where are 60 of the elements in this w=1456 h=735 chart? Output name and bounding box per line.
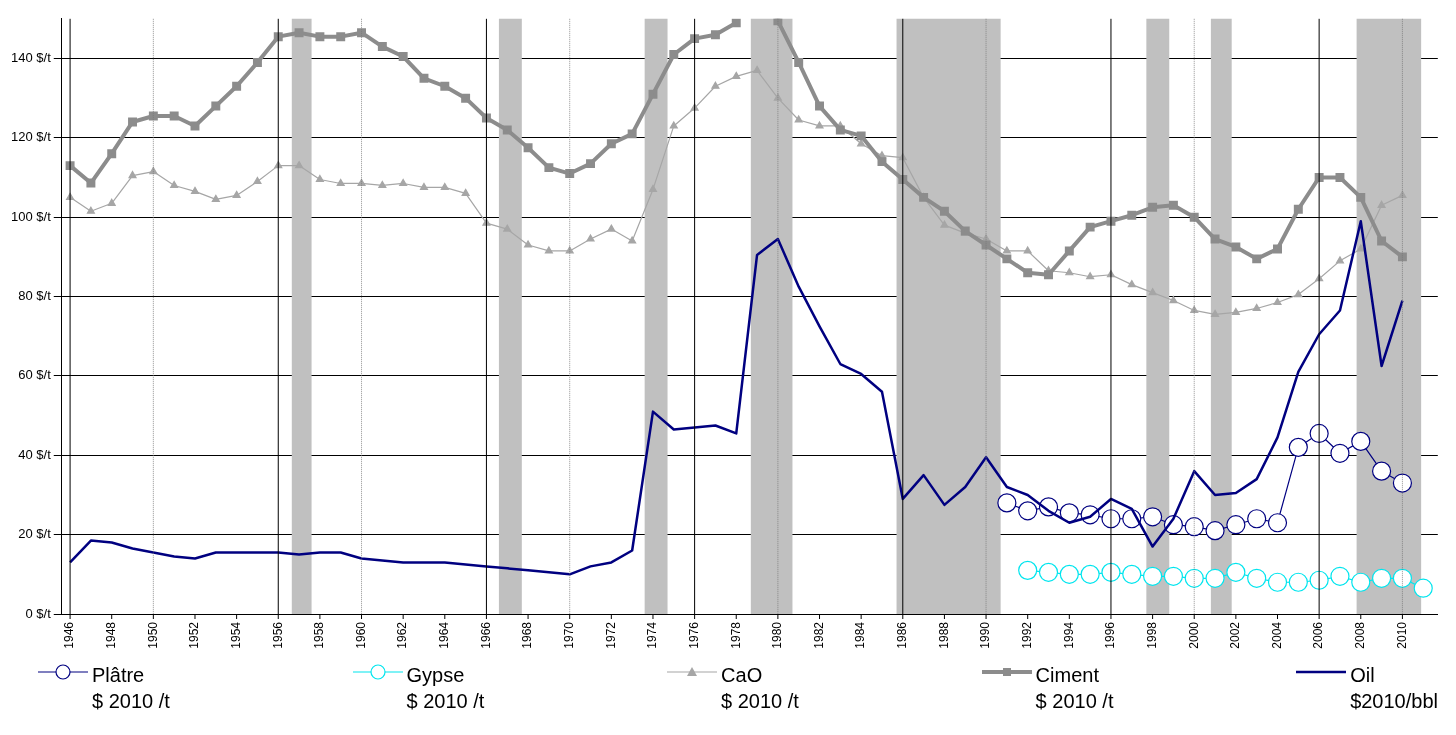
x-tick-label: 2000: [1186, 621, 1201, 649]
legend-label: Plâtre $ 2010 /t: [92, 663, 170, 714]
point: [1351, 431, 1371, 451]
x-tick-label: 1980: [770, 621, 785, 649]
point: [1205, 568, 1225, 588]
y-tick-label: 100 $/t: [10, 208, 52, 224]
y-tick-label: 60 $/t: [18, 367, 52, 383]
y-tick-label: 20 $/t: [18, 526, 52, 542]
point: [1351, 572, 1371, 592]
legend-label: Gypse $ 2010 /t: [406, 663, 485, 714]
x-tick-label: 1970: [562, 621, 577, 649]
x-tick-label: 2008: [1353, 621, 1368, 649]
x-tick-label: 1958: [312, 621, 327, 649]
x-tick-label: 1994: [1061, 621, 1076, 649]
x-tick-label: 1962: [395, 621, 410, 649]
x-tick-label: 2010: [1394, 621, 1409, 649]
x-tick-label: 1946: [62, 621, 77, 649]
y-tick-label: 40 $/t: [18, 446, 52, 462]
x-tick-label: 2004: [1269, 621, 1284, 649]
x-tick-label: 2006: [1311, 621, 1326, 649]
x-tick-label: 1998: [1144, 621, 1159, 649]
x-tick-label: 1996: [1103, 621, 1118, 649]
x-tick-label: 1966: [478, 621, 493, 649]
x-tick-label: 1972: [603, 621, 618, 649]
x-tick-label: 1978: [728, 621, 743, 649]
point: [1226, 562, 1246, 582]
x-tick-label: 1988: [936, 621, 951, 649]
y-tick-label: 0 $/t: [25, 605, 52, 621]
legend-label: Oil $2010/bbl: [1350, 663, 1438, 714]
point: [1143, 566, 1163, 586]
x-tick-label: 1992: [1020, 621, 1035, 649]
x-tick-label: 1964: [437, 621, 452, 649]
legend-label: CaO $ 2010 /t: [721, 663, 799, 714]
x-tick-label: 1982: [811, 621, 826, 649]
x-tick-label: 1954: [228, 621, 243, 649]
x-tick-label: 1952: [187, 621, 202, 649]
x-tick-label: 1986: [895, 621, 910, 649]
point: [1371, 568, 1392, 588]
x-tick-label: 1984: [853, 621, 868, 649]
legend-label: Ciment $ 2010 /t: [1035, 663, 1114, 714]
point: [1163, 566, 1184, 586]
x-tick-label: 1956: [270, 621, 285, 649]
point: [1205, 521, 1225, 541]
point: [1143, 507, 1163, 527]
x-tick-label: 1976: [686, 621, 701, 649]
y-tick-label: 140 $/t: [10, 50, 52, 66]
x-tick-label: 1950: [145, 621, 160, 649]
x-tick-label: 2002: [1228, 621, 1243, 649]
x-tick-label: 1960: [353, 621, 368, 649]
x-tick-label: 1974: [645, 621, 660, 649]
point: [1392, 473, 1413, 493]
point: [1392, 568, 1413, 588]
point: [1226, 515, 1246, 535]
x-tick-label: 1948: [104, 621, 119, 649]
x-tick-label: 1990: [978, 621, 993, 649]
x-tick-label: 1968: [520, 621, 535, 649]
y-tick-label: 80 $/t: [18, 288, 52, 304]
point: [1371, 461, 1392, 481]
y-tick-label: 120 $/t: [10, 129, 52, 145]
point: [1413, 578, 1433, 598]
